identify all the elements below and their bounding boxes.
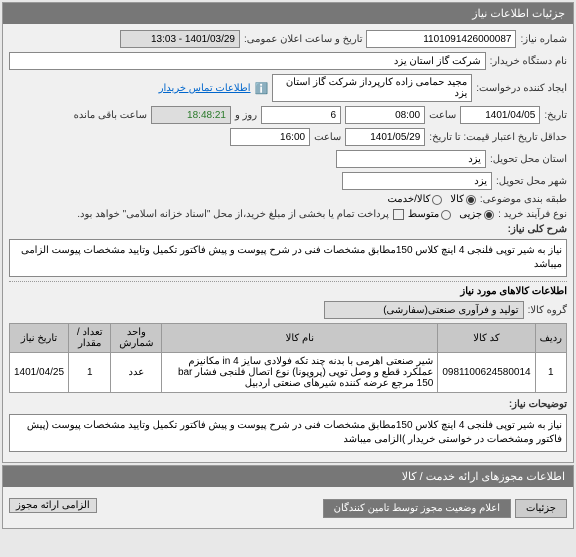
contact-link[interactable]: اطلاعات تماس خریدار [159, 83, 251, 94]
th-name: نام کالا [162, 324, 438, 353]
city-field: یزد [342, 172, 492, 190]
process-radio-medium[interactable]: متوسط [408, 209, 451, 220]
th-code: کد کالا [438, 324, 535, 353]
deadline-label: حداقل تاریخ اعتبار قیمت: تا تاریخ: [429, 132, 567, 143]
date2-field: 1401/05/29 [345, 128, 425, 146]
time-label-1: ساعت [429, 110, 456, 121]
group-label: گروه کالا: [528, 305, 567, 316]
mandatory-badge: الزامی ارائه مجوز [9, 498, 97, 513]
requester-field: مجید حمامی زاده کارپرداز شرکت گاز استان … [272, 74, 472, 102]
city-label: شهر محل تحویل: [496, 176, 567, 187]
days-field: 6 [261, 106, 341, 124]
info-icon: ℹ️ [255, 82, 269, 95]
buyer-field: شرکت گاز استان یزد [9, 52, 486, 70]
announce-label: تاریخ و ساعت اعلان عمومی: [244, 34, 363, 45]
notes-textarea: نیاز به شیر توپی فلنجی 4 اینچ کلاس 150مط… [9, 414, 567, 452]
countdown-label: ساعت باقی مانده [74, 110, 147, 121]
process-radio-group: جزیی متوسط [408, 209, 494, 220]
goods-section-header: اطلاعات کالاهای مورد نیاز [9, 281, 567, 297]
payment-note: پرداخت تمام یا بخشی از مبلغ خرید،از محل … [77, 209, 389, 220]
buyer-label: نام دستگاه خریدار: [490, 56, 567, 67]
th-unit: واحد شمارش [111, 324, 162, 353]
th-qty: تعداد / مقدار [69, 324, 111, 353]
requester-label: ایجاد کننده درخواست: [476, 83, 567, 94]
cell-row: 1 [535, 353, 566, 393]
time1-field: 08:00 [345, 106, 425, 124]
need-no-field: 1101091426000087 [366, 30, 516, 48]
need-no-label: شماره نیاز: [520, 34, 567, 45]
payment-checkbox[interactable] [393, 209, 404, 220]
cell-name: شیر صنعتی اهرمی با بدنه چند تکه فولادی س… [162, 353, 438, 393]
cell-code: 0981100624580014 [438, 353, 535, 393]
need-details-panel: جزئیات اطلاعات نیاز شماره نیاز: 11010914… [2, 2, 574, 463]
cell-date: 1401/04/25 [10, 353, 69, 393]
category-label: طبقه بندی موضوعی: [480, 194, 567, 205]
time2-field: 16:00 [230, 128, 310, 146]
process-label: نوع فرآیند خرید : [498, 209, 567, 220]
subtab-details[interactable]: جزئیات [515, 499, 567, 518]
panel-header-permits[interactable]: اطلاعات مجوزهای ارائه خدمت / کالا [3, 466, 573, 487]
province-label: استان محل تحویل: [490, 154, 567, 165]
desc-textarea: نیاز به شیر توپی فلنجی 4 اینچ کلاس 150مط… [9, 239, 567, 277]
category-radio-goods-service[interactable]: کالا/خدمت [387, 194, 442, 205]
category-radio-group: کالا کالا/خدمت [387, 194, 475, 205]
notes-label: توضیحات نیاز: [487, 399, 567, 410]
th-row: ردیف [535, 324, 566, 353]
date-label: تاریخ: [544, 110, 567, 121]
panel-header-need-details[interactable]: جزئیات اطلاعات نیاز [3, 3, 573, 24]
subtab-status[interactable]: اعلام وضعیت مجوز توسط تامین کنندگان [323, 499, 511, 518]
countdown-field: 18:48:21 [151, 106, 231, 124]
cell-unit: عدد [111, 353, 162, 393]
days-label: روز و [235, 110, 257, 121]
process-radio-minor[interactable]: جزیی [459, 209, 494, 220]
time-label-2: ساعت [314, 132, 341, 143]
goods-table: ردیف کد کالا نام کالا واحد شمارش تعداد /… [9, 323, 567, 393]
category-radio-goods[interactable]: کالا [450, 194, 476, 205]
date1-field: 1401/04/05 [460, 106, 540, 124]
desc-label: شرح کلی نیاز: [487, 224, 567, 235]
permits-panel: اطلاعات مجوزهای ارائه خدمت / کالا جزئیات… [2, 465, 574, 529]
province-field: یزد [336, 150, 486, 168]
announce-field: 1401/03/29 - 13:03 [120, 30, 240, 48]
th-date: تاریخ نیاز [10, 324, 69, 353]
table-row[interactable]: 1 0981100624580014 شیر صنعتی اهرمی با بد… [10, 353, 567, 393]
cell-qty: 1 [69, 353, 111, 393]
group-field: تولید و فرآوری صنعتی(سفارشی) [324, 301, 524, 319]
